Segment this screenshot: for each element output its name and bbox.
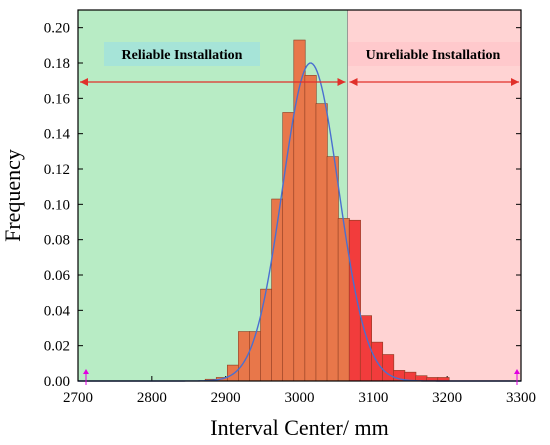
- x-axis-title: Interval Center/ mm: [210, 415, 388, 440]
- y-tick-label: 0.04: [44, 303, 71, 319]
- x-tick-label: 2800: [137, 390, 167, 406]
- x-tick-label: 2700: [63, 390, 93, 406]
- y-tick-label: 0.06: [44, 268, 71, 284]
- histogram-bar: [238, 331, 251, 382]
- x-tick-label: 3000: [285, 390, 315, 406]
- y-tick-label: 0.02: [44, 339, 70, 355]
- x-tick-label: 3300: [506, 390, 536, 406]
- histogram-bar: [227, 364, 240, 382]
- arrow-head: [337, 78, 346, 86]
- histogram-bar: [337, 218, 350, 382]
- arrow-head: [511, 78, 519, 86]
- x-tick-labels: 2700 2800 2900 3000 3100 3200 3300: [63, 390, 536, 406]
- y-axis-title: Frequency: [0, 149, 25, 242]
- y-tick-label: 0.10: [44, 197, 70, 213]
- y-tick-label: 0.08: [44, 233, 70, 249]
- reliable-label: Reliable Installation: [122, 48, 243, 63]
- y-tick-label: 0.00: [44, 374, 70, 390]
- x-tick-label: 3200: [432, 390, 462, 406]
- histogram-bar: [249, 331, 262, 382]
- unreliable-label: Unreliable Installation: [366, 48, 501, 63]
- plot-frame: [77, 9, 522, 382]
- region-1: [347, 10, 521, 381]
- histogram-bar: [348, 219, 361, 382]
- histogram-bar: [315, 103, 328, 382]
- region-labels: Reliable Installation Unreliable Installa…: [104, 42, 521, 66]
- x-tick-label: 3100: [358, 390, 388, 406]
- histogram-bar: [326, 156, 339, 382]
- y-tick-label: 0.14: [44, 127, 71, 143]
- arrow-head: [349, 78, 358, 86]
- histogram-bar: [293, 39, 306, 382]
- axis-end-marker-head: [514, 369, 520, 374]
- histogram-bar: [260, 288, 273, 382]
- y-tick-label: 0.18: [44, 56, 70, 72]
- range-arrows: [80, 78, 519, 86]
- x-tick-label: 2900: [211, 390, 241, 406]
- histogram-bar: [304, 75, 317, 382]
- y-tick-label: 0.16: [44, 91, 71, 107]
- y-tick-label: 0.20: [44, 21, 70, 37]
- axis-end-marker-head: [83, 369, 89, 374]
- y-tick-labels: 0.00 0.02 0.04 0.06 0.08 0.10 0.12 0.14 0.16 0.18…: [44, 21, 71, 390]
- axis-end-markers: [83, 369, 520, 385]
- unreliable-label-box: [348, 42, 521, 66]
- arrow-head: [80, 78, 88, 86]
- reliable-label-box: [104, 42, 260, 66]
- y-tick-label: 0.12: [44, 162, 70, 178]
